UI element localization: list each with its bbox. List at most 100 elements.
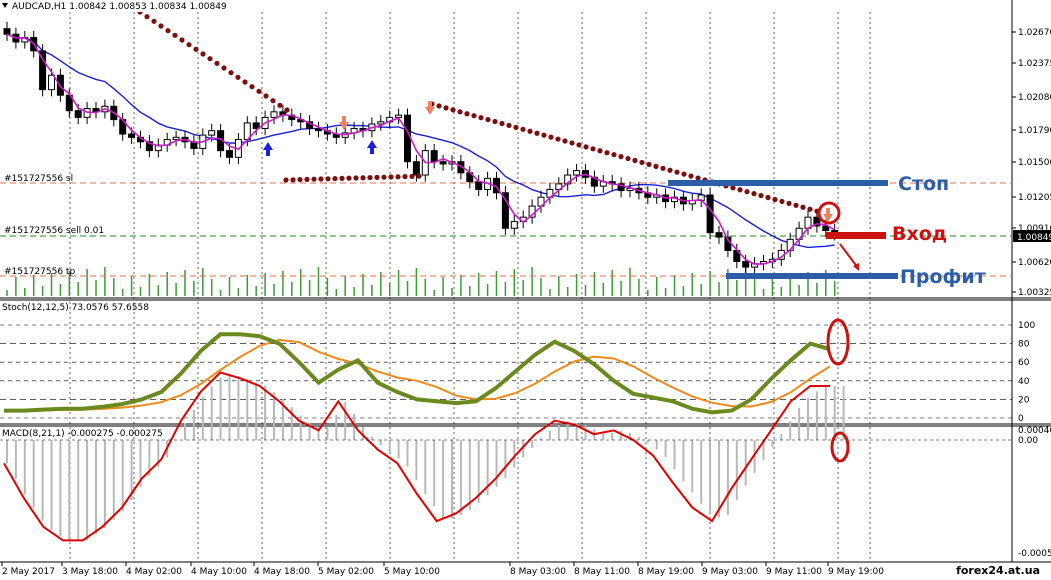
sar-dot	[506, 122, 512, 129]
sar-dot	[318, 176, 324, 182]
stoch-tick-label: 20	[1018, 395, 1030, 405]
price-tick-label: 1.02375	[1018, 59, 1051, 69]
order-sl-label: #151727556 sl	[4, 174, 73, 184]
macd-label: MACD(8,21,1) -0.000275 -0.000275	[2, 429, 163, 439]
sar-dot	[277, 102, 283, 108]
stop-annotation-label: Стоп	[898, 173, 949, 195]
sar-dot	[625, 155, 631, 162]
candle-body	[742, 261, 750, 268]
sar-dot	[485, 116, 491, 123]
time-tick-label: 3 May 18:00	[62, 567, 118, 577]
sar-dot	[667, 167, 673, 173]
macd-scale: 0.000400.00 -0.00057	[1018, 426, 1051, 559]
sar-dot	[590, 146, 596, 152]
time-tick-label: 2 May 2017	[2, 567, 55, 577]
order-tp-label: #151727556 tp	[4, 267, 75, 277]
sar-dot	[381, 174, 387, 180]
sar-dot	[200, 51, 206, 57]
sar-dot	[674, 169, 680, 175]
candle-body	[226, 150, 233, 158]
sar-dot	[221, 65, 227, 71]
macd-panel[interactable]: MACD(8,21,1) -0.000275 -0.000275 0.0004 0…	[0, 371, 1051, 560]
sar-dot	[283, 177, 289, 183]
candle-body	[377, 121, 385, 125]
stochastic-panel[interactable]: Stoch(12,12,5) 73.0576 57.6558 100 80 60 40…	[0, 303, 1035, 424]
sar-dot	[214, 60, 220, 66]
price-tick-label: 1.00620	[1018, 258, 1051, 268]
candle-body	[270, 111, 278, 118]
sar-dot	[179, 37, 185, 43]
time-tick-label: 9 May 19:00	[828, 567, 884, 577]
candle-body	[74, 110, 82, 118]
sar-dot	[576, 142, 582, 148]
time-tick-label: 4 May 10:00	[191, 567, 247, 577]
sar-dot	[367, 174, 373, 181]
profit-annotation: Профит	[726, 266, 986, 288]
sar-dot	[242, 79, 248, 85]
time-tick-label: 4 May 02:00	[126, 567, 182, 577]
sar-dot	[583, 144, 589, 150]
sar-dot	[688, 173, 694, 179]
entry-circle-mark	[817, 201, 841, 225]
slow-ma-line	[6, 33, 835, 249]
candle-body	[439, 161, 447, 165]
sar-dot	[541, 132, 547, 138]
sar-dot	[325, 176, 331, 182]
sar-dot	[765, 194, 771, 201]
sar-dot	[346, 175, 352, 181]
sar-dot	[534, 130, 540, 136]
time-tick-label: 9 May 03:00	[702, 567, 758, 577]
stoch-circle-mark	[826, 318, 850, 366]
sar-dot	[374, 174, 380, 180]
sar-dot	[395, 174, 401, 180]
price-scale: 1.02670 1.02375 1.02080 1.01790 1.01500 1.012…	[1012, 28, 1051, 298]
sar-dot	[660, 165, 666, 171]
sar-dot	[555, 136, 561, 142]
stoch-tick-label: 0	[1018, 414, 1024, 424]
macd-tick-label: 0.00	[1018, 436, 1038, 446]
sar-dot	[457, 109, 463, 115]
sar-dot	[653, 163, 659, 169]
parabolic-sar	[137, 9, 820, 214]
sar-dot	[597, 148, 603, 154]
sar-dot	[520, 126, 526, 132]
sar-dot	[639, 159, 645, 166]
candle-body	[404, 114, 411, 163]
slow-moving-average	[6, 33, 835, 249]
macd-histogram	[6, 373, 845, 541]
blue-up-arrow-icon	[263, 140, 377, 156]
sar-dot	[730, 185, 736, 191]
time-tick-label: 8 May 11:00	[574, 567, 630, 577]
sar-dot	[793, 202, 799, 208]
stoch-scale: 100 80 60 40 20 0	[1018, 321, 1035, 424]
candle-body	[475, 181, 483, 190]
sar-dot	[471, 113, 477, 119]
sar-dot	[618, 154, 624, 160]
candle-body	[412, 161, 420, 176]
sar-dot	[681, 171, 687, 177]
time-tick-label: 5 May 10:00	[384, 567, 440, 577]
sar-dot	[786, 200, 792, 206]
candle-body	[822, 225, 830, 231]
current-price-badge: 1.00849	[1017, 233, 1051, 243]
time-axis: 2 May 2017 3 May 18:00 4 May 02:00 4 May 10…	[1, 562, 884, 577]
sar-dot	[436, 103, 442, 109]
entry-annotation: Вход	[817, 201, 947, 271]
symbol-dropdown-icon[interactable]	[2, 3, 8, 8]
sar-dot	[284, 107, 290, 113]
sar-dot	[632, 157, 638, 164]
candle-body	[573, 170, 581, 176]
candle-body	[315, 127, 322, 132]
sar-dot	[569, 140, 575, 146]
sar-dot	[527, 128, 533, 134]
sar-dot	[256, 88, 262, 94]
sar-dot	[332, 175, 338, 182]
price-tick-label: 1.02670	[1018, 28, 1051, 38]
entry-annotation-label: Вход	[892, 223, 947, 245]
sar-dot	[165, 28, 171, 34]
sar-dot	[737, 187, 743, 193]
sar-dot	[478, 115, 484, 121]
sar-dot	[548, 134, 554, 140]
price-tick-label: 1.01790	[1018, 126, 1051, 136]
